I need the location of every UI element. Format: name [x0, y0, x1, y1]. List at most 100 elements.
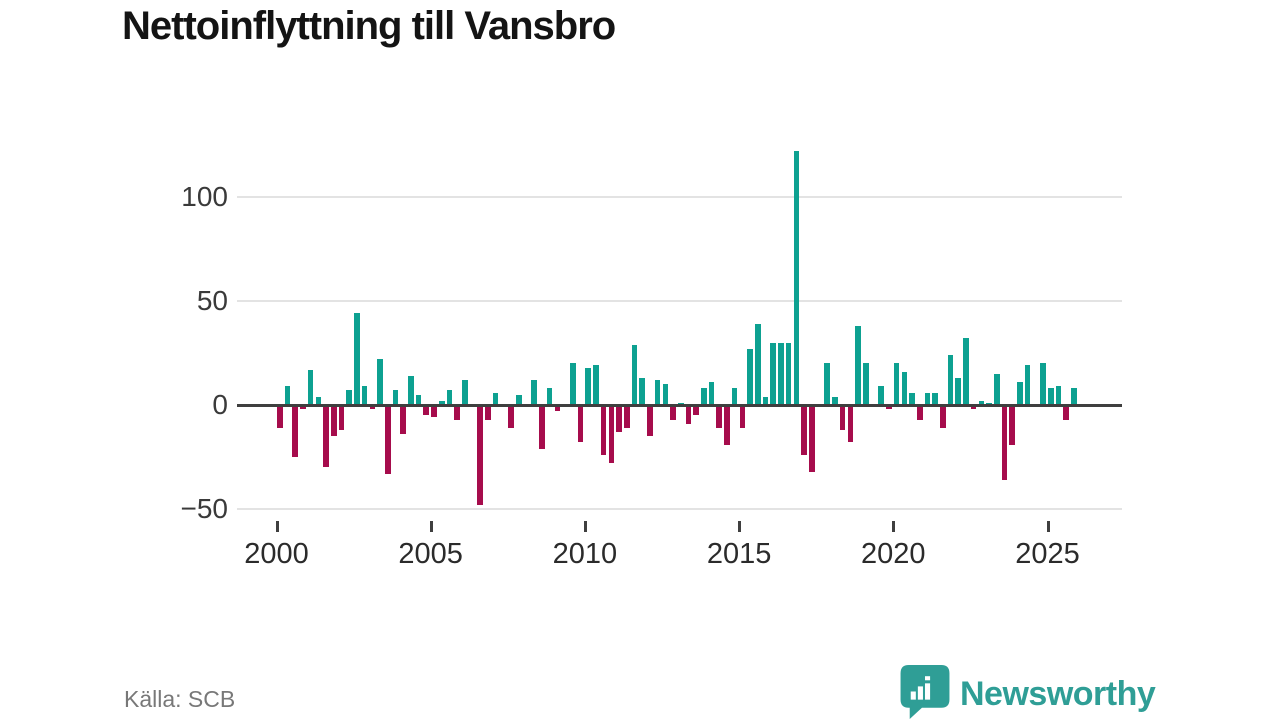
bar-2001-Q2 [315, 396, 322, 405]
bar-2025-Q1 [1048, 388, 1054, 405]
x-axis-tick-2025 [1046, 521, 1050, 532]
bar-2003-Q1 [369, 405, 376, 410]
bar-2010-Q4 [608, 405, 615, 464]
bar-2020-Q3 [909, 392, 915, 405]
bar-2010-Q1 [585, 367, 591, 405]
bar-2011-Q4 [639, 377, 645, 405]
bar-2012-Q1 [647, 405, 653, 437]
bar-2017-Q4 [824, 363, 830, 405]
bar-2021-Q2 [932, 392, 938, 405]
x-axis-tick-2005 [429, 521, 433, 532]
bar-2010-Q3 [600, 405, 607, 455]
bar-2022-Q3 [970, 405, 977, 410]
bar-2003-Q4 [392, 390, 399, 405]
bar-2000-Q4 [300, 405, 306, 410]
bar-2018-Q1 [832, 396, 838, 405]
bar-2005-Q2 [438, 400, 445, 405]
bar-2025-Q2 [1055, 386, 1062, 405]
x-axis-tick-2020 [892, 521, 896, 532]
gridline-y--50 [237, 508, 1122, 510]
bar-2007-Q4 [516, 394, 522, 405]
bar-2011-Q1 [616, 405, 622, 433]
bar-2013-Q4 [701, 388, 707, 405]
bar-2007-Q3 [508, 405, 514, 428]
bar-2013-Q2 [685, 405, 692, 424]
bar-2000-Q2 [284, 386, 291, 405]
bar-2020-Q2 [901, 371, 908, 405]
bar-2018-Q4 [855, 325, 861, 405]
bar-2022-Q1 [955, 377, 962, 405]
bar-2004-Q3 [415, 394, 422, 405]
x-axis-tick-2010 [583, 521, 587, 532]
bar-2014-Q1 [708, 382, 715, 405]
x-axis-tick-label: 2025 [1015, 538, 1080, 570]
newsworthy-logo: Newsworthy [900, 665, 1156, 720]
bar-2024-Q4 [1040, 363, 1046, 405]
bar-2015-Q2 [747, 348, 753, 405]
bar-2013-Q3 [693, 405, 699, 416]
bar-2015-Q4 [762, 396, 769, 405]
newsworthy-wordmark: Newsworthy [960, 675, 1156, 713]
bar-2025-Q3 [1063, 405, 1069, 420]
bar-2004-Q4 [423, 405, 430, 416]
bar-2005-Q4 [454, 405, 460, 420]
bar-2008-Q3 [539, 405, 545, 449]
bar-2002-Q2 [346, 390, 352, 405]
bar-2019-Q1 [862, 363, 869, 405]
bar-2010-Q2 [593, 365, 599, 405]
x-axis-tick-2000 [275, 521, 279, 532]
y-axis-tick-label: 0 [212, 389, 228, 420]
bar-2001-Q1 [307, 369, 314, 405]
bar-2022-Q4 [978, 400, 985, 405]
y-axis-tick-label: 100 [181, 181, 228, 212]
bar-2008-Q4 [546, 388, 553, 405]
bar-2002-Q1 [338, 405, 345, 430]
source-label: Källa: SCB [124, 686, 236, 712]
bar-2005-Q3 [446, 390, 453, 405]
x-axis-tick-label: 2000 [244, 538, 309, 570]
bar-2009-Q1 [554, 405, 561, 412]
bar-2020-Q1 [893, 363, 900, 405]
bar-2001-Q4 [330, 405, 337, 437]
x-axis-tick-label: 2020 [861, 538, 926, 570]
bar-2023-Q2 [994, 373, 1000, 405]
bar-2014-Q4 [731, 388, 738, 405]
y-axis-tick-label: −50 [180, 493, 229, 524]
bar-2015-Q1 [739, 405, 746, 428]
bar-2016-Q1 [770, 342, 777, 405]
bar-2017-Q1 [801, 405, 807, 455]
x-axis-tick-label: 2010 [552, 538, 618, 570]
bar-2019-Q4 [886, 405, 892, 410]
bar-2016-Q2 [778, 342, 784, 405]
bar-2000-Q3 [292, 405, 298, 457]
newsworthy-logo-icon [900, 665, 950, 720]
bar-2018-Q2 [839, 405, 846, 430]
bar-2006-Q1 [462, 380, 468, 405]
bar-2003-Q3 [384, 405, 391, 474]
bar-2017-Q2 [808, 405, 815, 472]
bar-2012-Q2 [654, 380, 661, 405]
bar-2021-Q4 [947, 355, 954, 405]
bar-2009-Q3 [569, 363, 576, 405]
bar-2016-Q4 [793, 151, 800, 405]
bar-2004-Q1 [400, 405, 406, 435]
bar-2002-Q3 [354, 313, 360, 405]
bar-2011-Q2 [623, 405, 630, 428]
x-axis-zero-line [237, 404, 1122, 407]
bar-2006-Q3 [477, 405, 484, 505]
gridline-y-100 [237, 196, 1122, 198]
bar-2023-Q4 [1009, 405, 1016, 445]
bar-2008-Q2 [531, 380, 538, 405]
bar-2022-Q2 [963, 338, 969, 405]
bar-2018-Q3 [847, 405, 854, 443]
bar-2016-Q3 [785, 342, 792, 405]
bar-2011-Q3 [631, 344, 638, 405]
bar-2002-Q4 [361, 386, 368, 405]
bar-2007-Q1 [492, 392, 499, 405]
bar-2005-Q1 [431, 405, 437, 418]
bar-2012-Q3 [662, 384, 669, 405]
bar-2020-Q4 [916, 405, 923, 420]
bar-2013-Q1 [677, 402, 684, 405]
bar-2003-Q2 [377, 359, 383, 405]
